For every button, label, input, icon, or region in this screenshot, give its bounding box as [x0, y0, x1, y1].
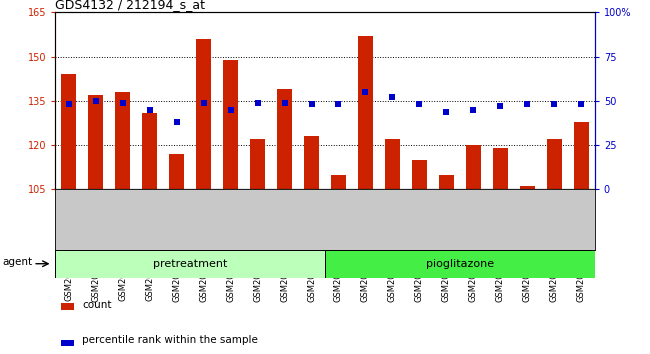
Point — [172, 119, 182, 125]
Point — [576, 102, 586, 107]
Point — [360, 89, 370, 95]
Bar — [196, 39, 211, 189]
Bar — [277, 89, 292, 189]
Bar — [466, 145, 481, 189]
Bar — [60, 340, 74, 346]
Point — [549, 102, 560, 107]
Bar — [55, 250, 325, 278]
Bar — [304, 136, 319, 189]
Point — [306, 102, 317, 107]
Bar — [61, 74, 76, 189]
Bar — [169, 154, 184, 189]
Bar — [115, 92, 130, 189]
Point — [387, 95, 398, 100]
Bar — [223, 59, 238, 189]
Text: GDS4132 / 212194_s_at: GDS4132 / 212194_s_at — [55, 0, 205, 11]
Text: pretreatment: pretreatment — [153, 259, 228, 269]
Point — [90, 98, 101, 104]
Bar — [493, 148, 508, 189]
Text: count: count — [82, 299, 112, 309]
Bar — [250, 139, 265, 189]
Point — [226, 107, 236, 113]
Bar — [574, 121, 589, 189]
Bar — [439, 175, 454, 189]
Point — [468, 107, 478, 113]
Point — [495, 103, 506, 109]
Point — [198, 100, 209, 105]
Bar — [385, 139, 400, 189]
Point — [441, 109, 452, 114]
Text: percentile rank within the sample: percentile rank within the sample — [82, 335, 258, 345]
Bar — [325, 250, 595, 278]
Point — [333, 102, 344, 107]
Point — [144, 107, 155, 113]
Bar — [520, 187, 535, 189]
Bar — [412, 160, 427, 189]
Point — [252, 100, 263, 105]
Bar — [142, 113, 157, 189]
Bar — [547, 139, 562, 189]
Text: pioglitazone: pioglitazone — [426, 259, 494, 269]
Bar — [88, 95, 103, 189]
Point — [64, 102, 74, 107]
Text: agent: agent — [3, 257, 33, 267]
Bar — [358, 36, 373, 189]
Point — [280, 100, 290, 105]
Bar — [60, 303, 74, 310]
Point — [522, 102, 532, 107]
Point — [414, 102, 424, 107]
Bar — [331, 175, 346, 189]
Point — [118, 100, 128, 105]
